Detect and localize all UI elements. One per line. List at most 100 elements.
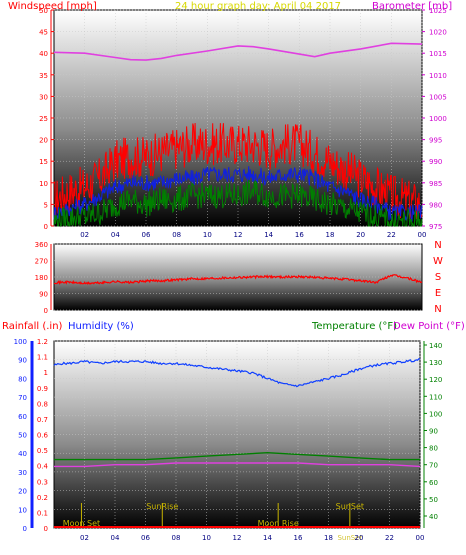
direction-panel-lines xyxy=(54,274,423,285)
temperature-axis-label: Temperature (°F) xyxy=(311,321,397,332)
humidity-tick-label: 10 xyxy=(18,506,27,514)
compass-label: E xyxy=(435,288,441,299)
temperature-tick-label: 60 xyxy=(429,479,438,487)
humidity-tick-label: 100 xyxy=(14,338,27,346)
direction-tick-label: 180 xyxy=(35,274,48,282)
humidity-tick-label: 60 xyxy=(18,413,27,421)
time-tick-label: 02 xyxy=(80,231,89,239)
windspeed-tick-label: 30 xyxy=(39,93,48,101)
temperature-tick-label: 50 xyxy=(429,496,438,504)
humidity-tick-label: 20 xyxy=(18,488,27,496)
rainfall-tick-label: 0.6 xyxy=(37,432,49,440)
windspeed-axis-label: Windspeed [mph] xyxy=(8,1,97,12)
rainfall-tick-label: 1.2 xyxy=(37,338,48,346)
time-tick-label: 22 xyxy=(387,231,396,239)
rainfall-tick-label: 0.8 xyxy=(37,400,48,408)
temperature-tick-label: 80 xyxy=(429,445,438,453)
rainfall-tick-label: 1 xyxy=(44,369,48,377)
temperature-tick-label: 140 xyxy=(429,342,442,350)
temperature-tick-label: 120 xyxy=(429,376,442,384)
windspeed-tick-label: 35 xyxy=(39,72,48,80)
humidity-tick-label: 40 xyxy=(18,450,27,458)
humidity-tick-label: 80 xyxy=(18,375,27,383)
rainfall-tick-label: 1.1 xyxy=(37,354,48,362)
temperature-tick-label: 130 xyxy=(429,359,442,367)
annotation-label: Moon Set xyxy=(63,519,100,528)
windspeed-tick-label: 20 xyxy=(39,137,48,145)
astronomy-annotations: Moon Set SunRise Moon Rise SunSet SunSet xyxy=(63,502,364,542)
time-tick-label: 04 xyxy=(111,231,120,239)
rainfall-tick-label: 0.1 xyxy=(37,509,48,517)
humidity-tick-label: 90 xyxy=(18,357,27,365)
temperature-tick-label: 100 xyxy=(429,410,442,418)
direction-tick-label: 0 xyxy=(44,307,48,315)
time-tick-label: 04 xyxy=(111,534,120,542)
humidity-tick-label: 50 xyxy=(18,432,27,440)
humidity-axis: 0 10 20 30 40 50 60 70 80 90 100 xyxy=(14,338,27,533)
temperature-tick-label: 90 xyxy=(429,428,438,436)
windspeed-tick-label: 45 xyxy=(39,29,48,37)
time-tick-label: 12 xyxy=(234,231,243,239)
rainfall-tick-label: 0.3 xyxy=(37,478,48,486)
annotation-label: Moon Rise xyxy=(258,519,299,528)
windspeed-tick-label: 10 xyxy=(39,180,48,188)
rainfall-tick-label: 0.7 xyxy=(37,416,48,424)
time-tick-label: 16 xyxy=(294,534,303,542)
gust-line xyxy=(53,122,423,220)
barometer-tick-label: 980 xyxy=(429,201,442,209)
time-tick-label: 10 xyxy=(203,231,212,239)
rainfall-axis-label: Rainfall (.in) xyxy=(2,321,63,332)
time-tick-label: 08 xyxy=(172,534,181,542)
windspeed-tick-label: 5 xyxy=(44,201,48,209)
humidity-line xyxy=(53,358,421,388)
barometer-tick-label: 995 xyxy=(429,137,442,145)
average-line xyxy=(53,166,423,222)
windspeed-tick-label: 15 xyxy=(39,158,48,166)
direction-degree-axis: 0 90 180 270 360 xyxy=(35,241,52,315)
compass-label: W xyxy=(433,256,443,267)
wind-panel-time-axis: 02 04 06 08 10 12 14 16 18 20 22 00 xyxy=(80,231,426,239)
sunset-axis-label: SunSet xyxy=(337,534,362,542)
time-tick-label: 16 xyxy=(295,231,304,239)
barometer-line xyxy=(53,42,423,61)
time-tick-label: 14 xyxy=(264,231,273,239)
time-tick-label: 02 xyxy=(80,534,89,542)
barometer-tick-label: 985 xyxy=(429,180,442,188)
barometer-tick-label: 990 xyxy=(429,158,442,166)
time-tick-label: 00 xyxy=(418,231,427,239)
barometer-tick-label: 1025 xyxy=(429,7,447,15)
rainfall-tick-label: 0 xyxy=(44,525,48,533)
humidity-axis-label: Humidity (%) xyxy=(68,321,134,332)
windspeed-tick-label: 40 xyxy=(39,50,48,58)
rainfall-tick-label: 0.9 xyxy=(37,385,48,393)
time-tick-label: 10 xyxy=(202,534,211,542)
barometer-tick-label: 1020 xyxy=(429,29,447,37)
temperature-panel-lines xyxy=(53,358,421,528)
time-tick-label: 06 xyxy=(141,534,150,542)
rainfall-tick-label: 0.5 xyxy=(37,447,48,455)
time-tick-label: 18 xyxy=(326,231,335,239)
time-tick-label: 08 xyxy=(172,231,181,239)
temperature-tick-label: 70 xyxy=(429,462,438,470)
temperature-axis: 40 50 60 70 80 90 100 110 120 130 140 xyxy=(424,342,442,521)
compass-label: N xyxy=(434,304,441,315)
windspeed-tick-label: 25 xyxy=(39,115,48,123)
temperature-tick-label: 110 xyxy=(429,393,442,401)
humidity-tick-label: 0 xyxy=(23,525,27,533)
time-tick-label: 20 xyxy=(356,231,365,239)
barometer-tick-label: 1010 xyxy=(429,72,447,80)
rainfall-tick-label: 0.2 xyxy=(37,494,48,502)
time-tick-label: 12 xyxy=(233,534,242,542)
annotation-label: SunSet xyxy=(336,502,364,511)
dew-point-axis-label: Dew Point (°F) xyxy=(393,321,465,332)
barometer-axis: 975 980 985 990 995 1000 1005 1010 1015 1020 1025 xyxy=(422,7,447,231)
compass-label: N xyxy=(434,240,441,251)
time-tick-label: 06 xyxy=(142,231,151,239)
humidity-tick-label: 30 xyxy=(18,469,27,477)
barometer-tick-label: 1015 xyxy=(429,50,447,58)
time-tick-label: 00 xyxy=(416,534,425,542)
temperature-line xyxy=(54,451,420,461)
time-tick-label: 20 xyxy=(355,534,364,542)
